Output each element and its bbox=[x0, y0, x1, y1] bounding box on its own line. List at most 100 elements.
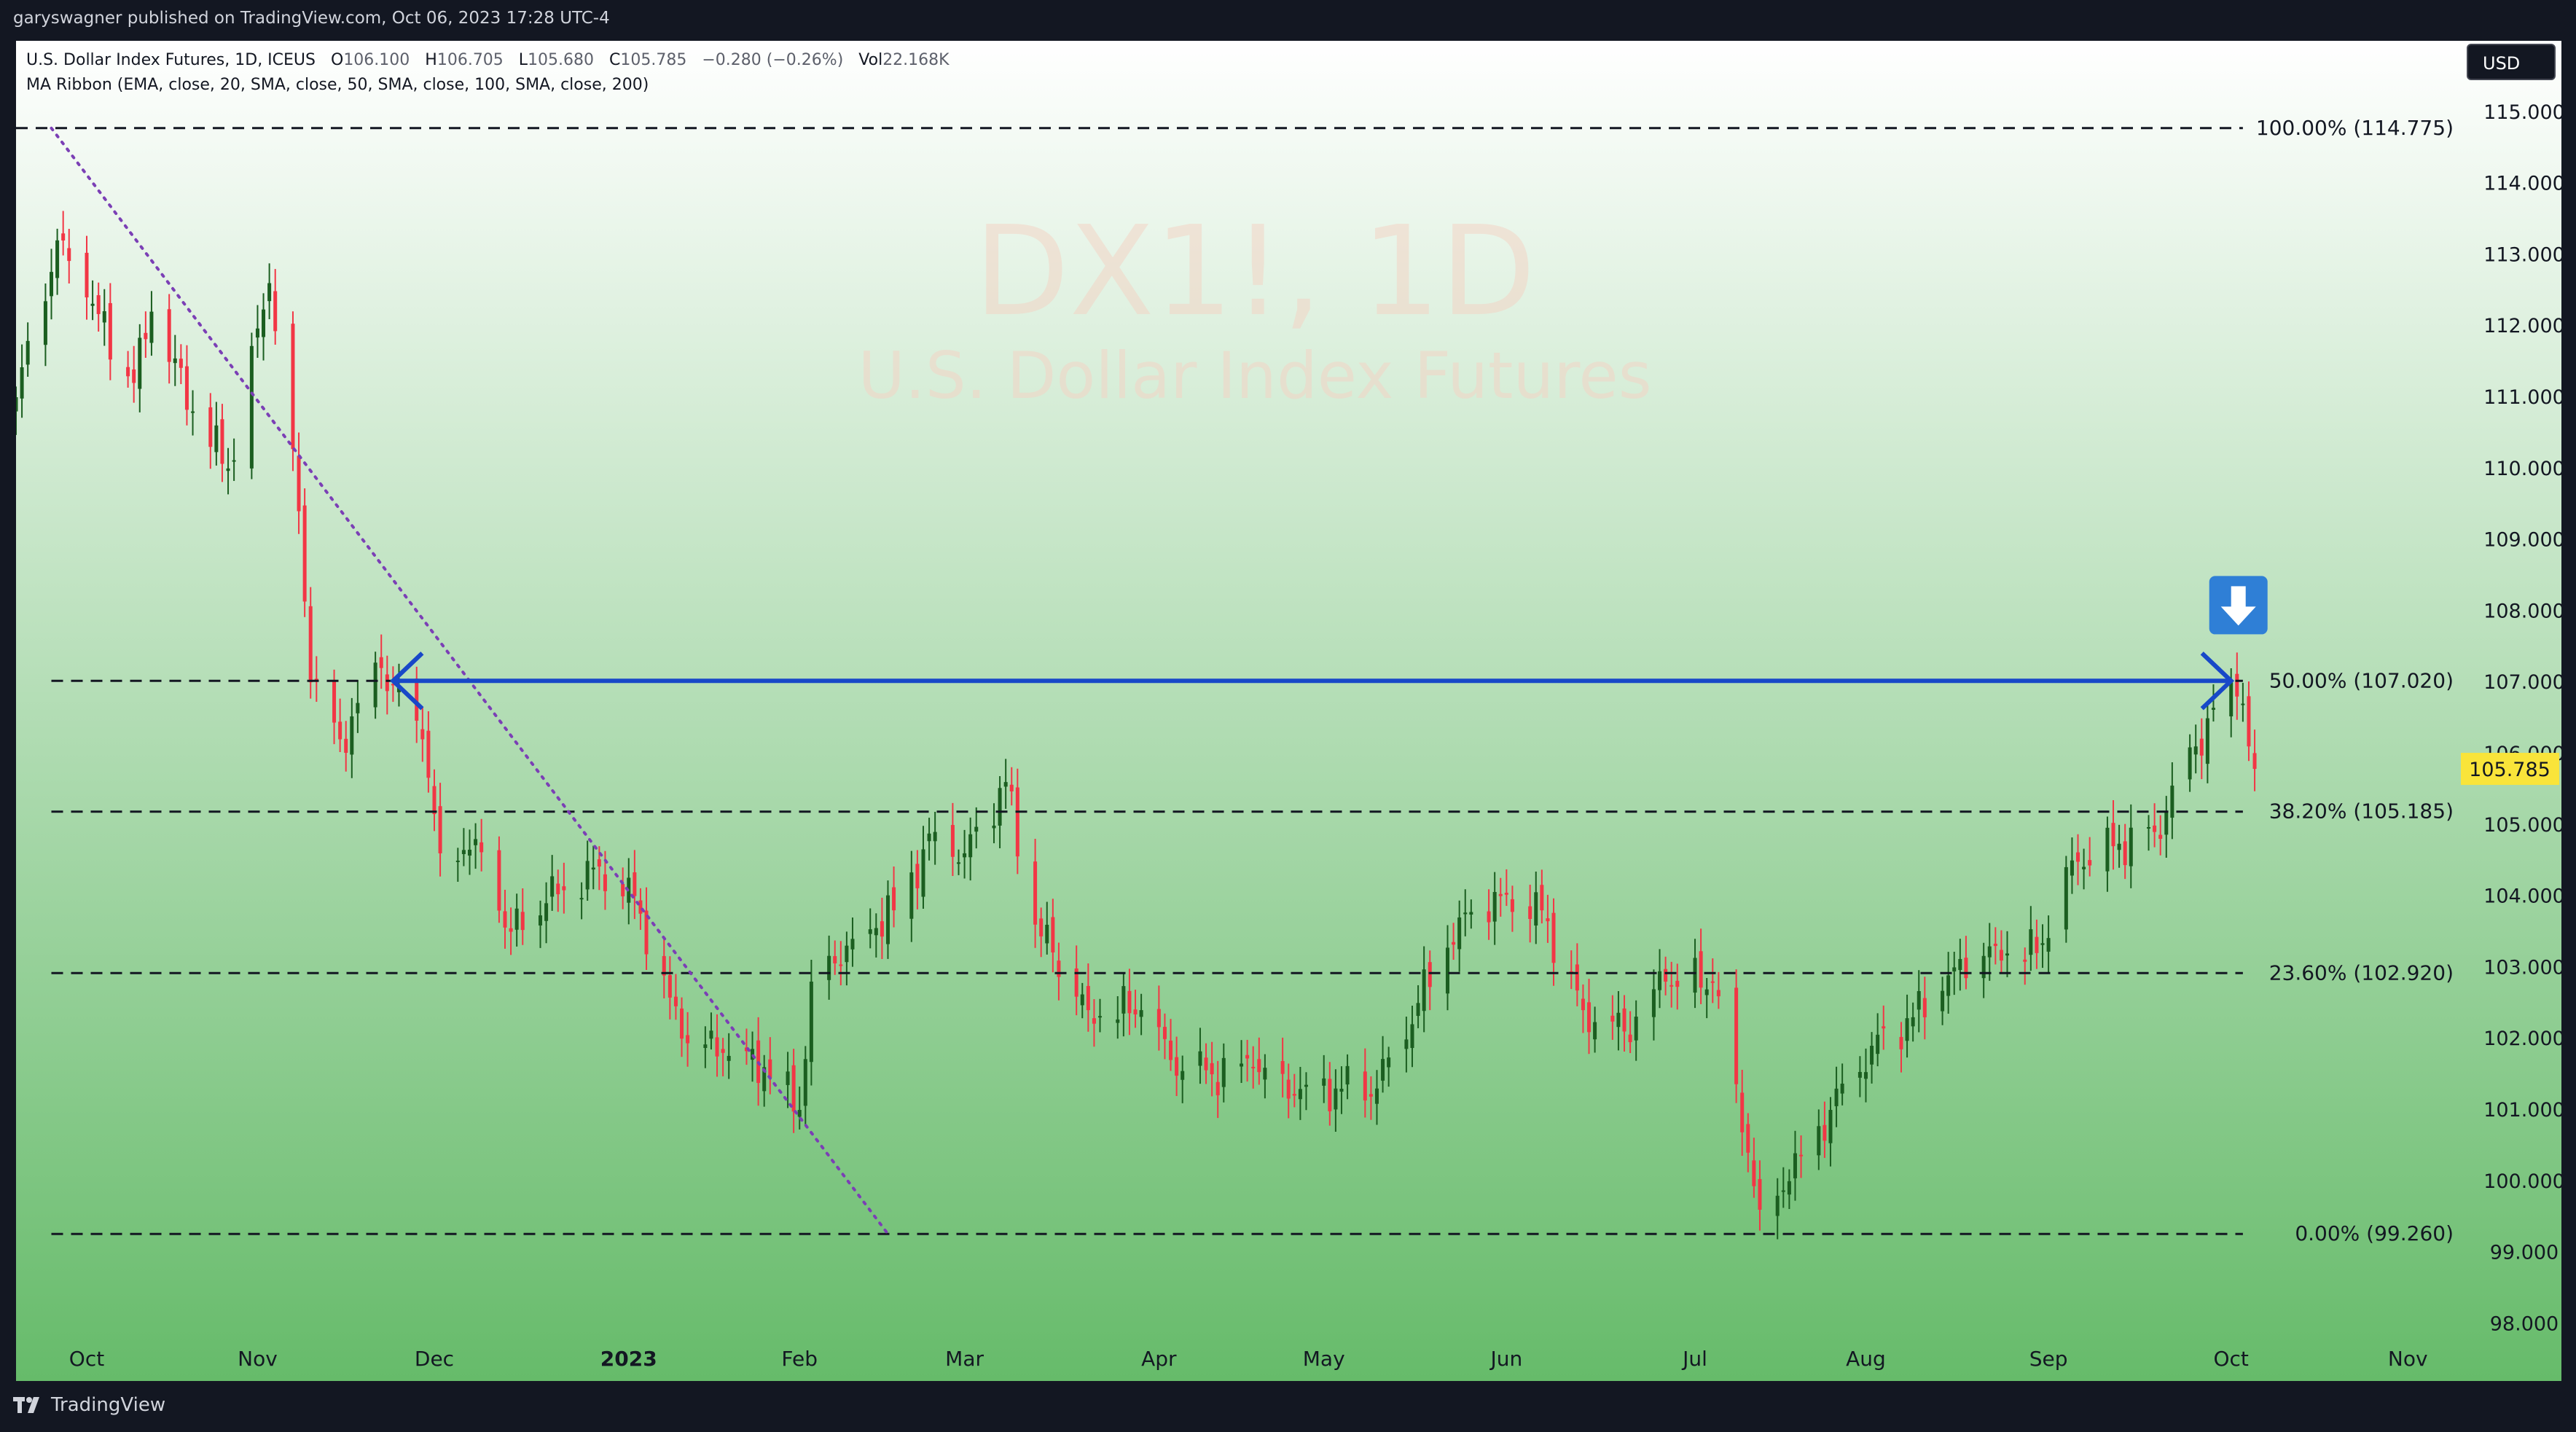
candle-body bbox=[1387, 1057, 1391, 1068]
candle-body bbox=[2188, 747, 2192, 780]
candle-body bbox=[1716, 990, 1720, 997]
candle-body bbox=[1882, 1026, 1886, 1029]
candle-body bbox=[839, 964, 843, 966]
candle-body bbox=[1658, 971, 1662, 990]
candle-body bbox=[1941, 990, 1945, 1012]
candle-body bbox=[668, 975, 672, 998]
candle-body bbox=[2111, 823, 2115, 847]
candle-body bbox=[1987, 946, 1992, 958]
candle-body bbox=[603, 874, 607, 891]
candle-body bbox=[1528, 906, 1532, 919]
candle-body bbox=[703, 1044, 708, 1049]
candle-body bbox=[426, 730, 431, 778]
candle-body bbox=[1746, 1124, 1750, 1153]
candle-body bbox=[108, 302, 112, 360]
candle-body bbox=[1363, 1071, 1367, 1101]
candle-body bbox=[2235, 673, 2239, 697]
candle-body bbox=[2211, 708, 2215, 710]
candle-body bbox=[1546, 918, 1550, 922]
close-value: 105.785 bbox=[620, 51, 687, 69]
currency-button[interactable]: USD bbox=[2467, 44, 2556, 80]
candle-body bbox=[1911, 1017, 1915, 1027]
price-tick-label: 115.000 bbox=[2483, 101, 2561, 124]
price-tick-label: 108.000 bbox=[2483, 600, 2561, 622]
price-tick-label: 100.000 bbox=[2483, 1170, 2561, 1193]
high-value: 106.705 bbox=[436, 51, 504, 69]
candle-body bbox=[356, 703, 360, 713]
tradingview-brand[interactable]: TradingView bbox=[13, 1394, 165, 1416]
candle-body bbox=[132, 369, 136, 383]
candle-body bbox=[220, 419, 224, 464]
candle-body bbox=[1752, 1160, 1756, 1186]
candle-body bbox=[727, 1055, 731, 1061]
publisher-line: garyswagner published on TradingView.com… bbox=[13, 9, 610, 28]
time-tick-label: Sep bbox=[2029, 1347, 2068, 1371]
candle-body bbox=[167, 309, 171, 362]
price-chart[interactable]: DX1!, 1DU.S. Dollar Index Futures 100.00%… bbox=[16, 41, 2561, 1381]
candle-body bbox=[273, 291, 278, 332]
high-label: H bbox=[425, 51, 437, 69]
down-marker-head bbox=[2220, 606, 2256, 626]
candle-body bbox=[1457, 917, 1462, 950]
candle-body bbox=[249, 345, 254, 469]
candle-body bbox=[1734, 987, 1739, 1084]
candle-body bbox=[1334, 1088, 1338, 1110]
candle-body bbox=[43, 301, 47, 345]
candle-body bbox=[1039, 918, 1044, 936]
chart-background bbox=[16, 41, 2561, 1381]
candle-body bbox=[85, 252, 89, 298]
candle-body bbox=[909, 872, 914, 919]
candle-body bbox=[1840, 1084, 1844, 1094]
candle-body bbox=[1834, 1088, 1839, 1106]
candle-body bbox=[715, 1037, 719, 1057]
candle-body bbox=[1964, 958, 1968, 979]
price-tick-label: 104.000 bbox=[2483, 885, 2561, 908]
candle-body bbox=[474, 839, 478, 845]
price-tick-label: 114.000 bbox=[2483, 173, 2561, 195]
candle-body bbox=[1593, 1022, 1597, 1040]
candle-body bbox=[1074, 968, 1078, 997]
candle-body bbox=[686, 1035, 690, 1044]
candle-body bbox=[1263, 1068, 1267, 1080]
candle-body bbox=[291, 324, 295, 450]
candle-body bbox=[1952, 967, 1957, 972]
candle-body bbox=[751, 1049, 755, 1060]
candle-body bbox=[579, 898, 584, 900]
indicator-row[interactable]: MA Ribbon (EMA, close, 20, SMA, close, 5… bbox=[26, 73, 950, 98]
candle-body bbox=[149, 311, 154, 343]
candle-body bbox=[885, 895, 890, 944]
fib-level-label: 0.00% (99.260) bbox=[2295, 1221, 2454, 1245]
candle-body bbox=[255, 328, 259, 338]
candle-body bbox=[621, 884, 625, 896]
price-tick-label: 99.000 bbox=[2490, 1242, 2559, 1264]
candle-body bbox=[633, 872, 637, 896]
candle-body bbox=[1823, 1124, 1827, 1141]
candle-body bbox=[179, 359, 183, 368]
candle-body bbox=[1469, 912, 1473, 915]
candle-body bbox=[1286, 1079, 1291, 1099]
candle-body bbox=[1758, 1178, 1762, 1210]
candle-body bbox=[2023, 959, 2027, 962]
candle-body bbox=[1899, 1036, 1903, 1049]
candle-body bbox=[1534, 892, 1538, 926]
candle-body bbox=[267, 283, 272, 302]
symbol-label[interactable]: U.S. Dollar Index Futures, 1D, ICEUS bbox=[26, 51, 316, 69]
candle-body bbox=[538, 915, 543, 926]
candle-body bbox=[138, 337, 142, 389]
candle-body bbox=[974, 826, 979, 832]
candle-body bbox=[950, 825, 955, 857]
price-tick-label: 98.000 bbox=[2490, 1312, 2559, 1335]
candle-body bbox=[232, 460, 236, 462]
candle-body bbox=[297, 455, 301, 512]
candle-body bbox=[1215, 1081, 1220, 1095]
candle-body bbox=[262, 309, 266, 337]
candle-body bbox=[638, 900, 643, 914]
ma-ribbon-label[interactable]: MA Ribbon (EMA, close, 20, SMA, close, 5… bbox=[26, 76, 649, 94]
candle-body bbox=[479, 842, 484, 853]
candle-body bbox=[786, 1071, 790, 1085]
candle-body bbox=[1664, 969, 1668, 982]
candle-body bbox=[1740, 1092, 1745, 1132]
candle-body bbox=[845, 945, 849, 963]
change-value: −0.280 (−0.26%) bbox=[702, 51, 844, 69]
candle-body bbox=[1198, 1051, 1202, 1066]
